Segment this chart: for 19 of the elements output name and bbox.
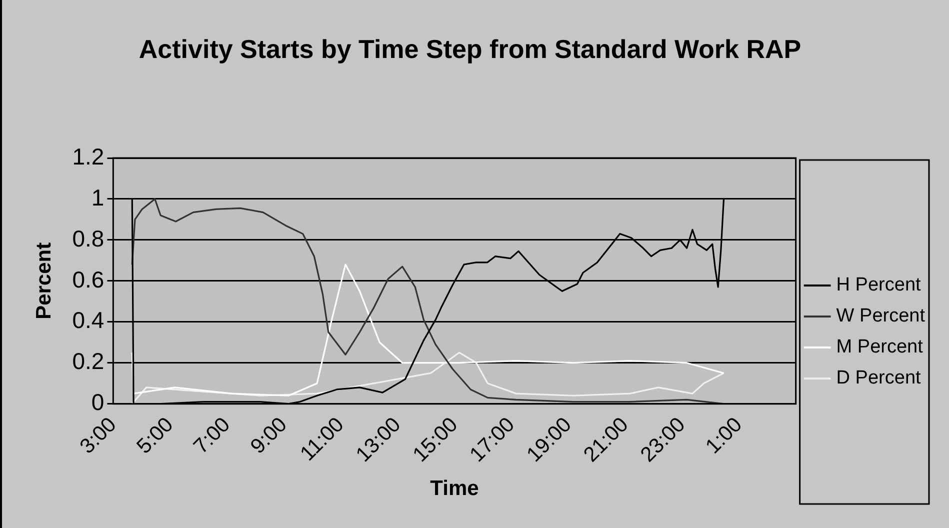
y-tick-label: 0.4	[72, 307, 104, 334]
x-tick-label: 7:00	[189, 413, 235, 458]
y-tick-label: 0.8	[72, 225, 104, 252]
x-tick-label: 5:00	[132, 413, 178, 458]
x-axis-title: Time	[430, 477, 479, 500]
y-tick-label: 0.6	[72, 266, 104, 292]
x-tick-label: 3:00	[76, 413, 121, 458]
y-tick-label: 1.2	[72, 143, 104, 170]
y-tick-label: 1	[91, 184, 104, 210]
y-tick-label: 0	[91, 389, 104, 416]
x-tick-label: 1:00	[701, 413, 747, 458]
legend-label: M Percent	[836, 336, 924, 358]
y-axis-title: Percent	[32, 242, 56, 320]
y-tick-label: 0.2	[72, 348, 104, 374]
x-tick-label: 9:00	[246, 413, 292, 458]
legend-label: W Percent	[836, 306, 926, 327]
chart-title: Activity Starts by Time Step from Standard Work RAP	[138, 34, 802, 64]
legend-label: H Percent	[836, 274, 922, 296]
legend-label: D Percent	[836, 368, 922, 389]
